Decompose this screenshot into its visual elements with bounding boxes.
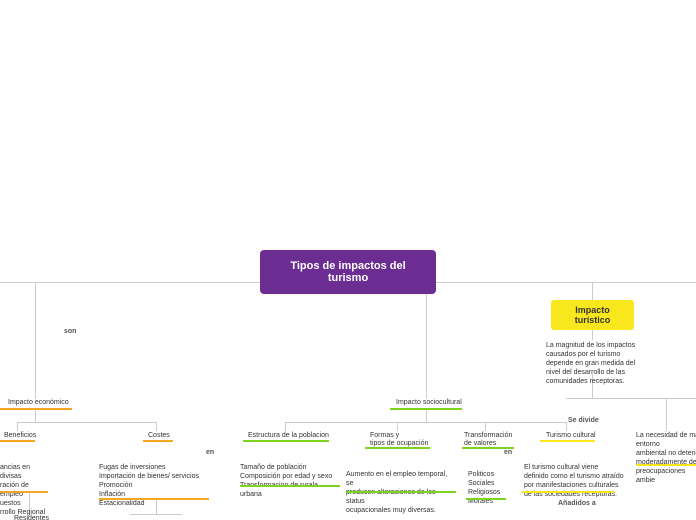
list-item: definido como el turismo atraído — [524, 472, 624, 481]
connector-line — [35, 408, 36, 422]
transf-items: PoliticosSocialesReligiososMorales — [468, 470, 508, 506]
connector-line — [130, 514, 182, 515]
list-item: moderadamente de la — [636, 458, 696, 467]
turcult-title: Turismo cultural — [546, 431, 596, 440]
estructura-underline — [243, 440, 329, 442]
list-item: Tamaño de población — [240, 463, 340, 472]
list-item: ancias en divisas — [0, 463, 48, 481]
impacto-turistico-node: Impacto turístico — [551, 300, 634, 330]
connector-line — [426, 282, 427, 399]
connector-line — [17, 422, 18, 431]
list-item: Aumento en el empleo temporal, se — [346, 470, 456, 488]
connector-line — [35, 282, 36, 399]
impacto-sociocultural-underline — [390, 408, 462, 410]
list-item: entorno — [636, 440, 696, 449]
necesidad-items: La necesidad de mantentornoambiental no … — [636, 431, 696, 486]
list-item: El turismo cultural viene — [524, 463, 624, 472]
list-item: Promoción — [99, 481, 209, 490]
connector-line — [566, 398, 696, 399]
list-item: Composición por edad y sexo — [240, 472, 340, 481]
list-item: Sociales — [468, 479, 508, 488]
list-item: Fugas de inversiones — [99, 463, 209, 472]
edge-label: en — [206, 449, 214, 456]
edge-label: son — [64, 328, 76, 335]
connector-line — [566, 422, 567, 431]
costes-items: Fugas de inversionesImportación de biene… — [99, 463, 209, 508]
connector-line — [17, 422, 157, 423]
list-item: Religiosos — [468, 488, 508, 497]
turcult-underline — [540, 440, 595, 442]
connector-line — [0, 282, 260, 283]
connector-line — [156, 422, 157, 431]
beneficios-title: Beneficios — [4, 431, 36, 440]
list-item: ocupacionales muy diversas. — [346, 506, 456, 515]
beneficios-items-underline — [0, 491, 48, 493]
edge-label: Añadidos a — [558, 500, 596, 507]
connector-line — [592, 282, 593, 300]
estructura-items: Tamaño de poblaciónComposición por edad … — [240, 463, 340, 499]
root-node: Tipos de impactos del turismo — [260, 250, 436, 294]
connector-line — [397, 422, 398, 431]
edge-label: en — [504, 449, 512, 456]
connector-line — [285, 422, 286, 431]
mindmap-canvas: { "root": { "title": "Tipos de impactos … — [0, 0, 696, 520]
impacto-economico-title: Impacto económico — [8, 398, 69, 407]
impacto-turistico-desc: La magnitud de los impactos causados por… — [546, 341, 636, 386]
connector-line — [426, 408, 427, 422]
estructura-items-underline — [240, 485, 340, 487]
costes-items-underline — [99, 498, 209, 500]
connector-line — [285, 422, 567, 423]
costes-title: Costes — [148, 431, 170, 440]
edge-label: Se divide — [568, 417, 599, 424]
list-item: Estacionalidad — [99, 499, 209, 508]
impacto-sociocultural-title: Impacto sociocultural — [396, 398, 462, 407]
list-item: preocupaciones ambie — [636, 467, 696, 485]
estructura-title: Estructura de la poblacion — [248, 431, 329, 440]
list-item: La necesidad de mant — [636, 431, 696, 440]
connector-line — [436, 282, 696, 283]
turcult-items: El turismo cultural vienedefinido como e… — [524, 463, 624, 499]
necesidad-items-underline — [636, 464, 696, 466]
formas-items-underline — [346, 491, 456, 493]
formas-underline — [365, 447, 430, 449]
transf-underline — [462, 447, 514, 449]
beneficios-underline — [0, 440, 35, 442]
impacto-economico-underline — [0, 408, 72, 410]
list-item: Transformacion de rurala urbana — [240, 481, 340, 499]
connector-line — [485, 422, 486, 431]
connector-line — [666, 398, 667, 431]
beneficios-extra: Residentes — [14, 514, 49, 520]
list-item: uestos — [0, 499, 48, 508]
list-item: por manifestaciones culturales — [524, 481, 624, 490]
turcult-items-underline — [522, 491, 614, 493]
impacto-turistico-label: Impacto turístico — [575, 305, 611, 325]
costes-underline — [143, 440, 173, 442]
list-item: Politicos — [468, 470, 508, 479]
list-item: ambiental no deterior — [636, 449, 696, 458]
list-item: Importación de bienes/ servicios — [99, 472, 209, 481]
root-title: Tipos de impactos del turismo — [290, 260, 405, 284]
transf-items-underline — [466, 498, 506, 500]
